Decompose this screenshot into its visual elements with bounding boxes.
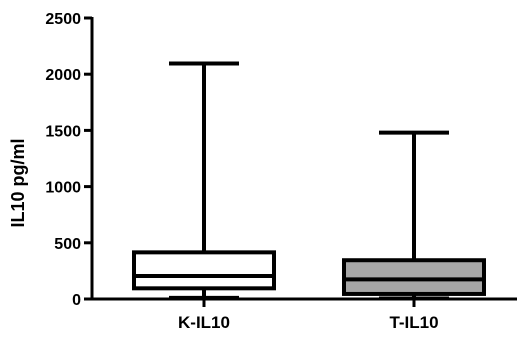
box-t-il10 xyxy=(342,130,486,301)
y-axis-title: IL10 pg/ml xyxy=(8,138,28,227)
iqr-box xyxy=(132,250,276,291)
y-tick-label: 500 xyxy=(54,236,81,253)
y-tick-label: 2500 xyxy=(45,11,81,28)
x-tick-label: K-IL10 xyxy=(178,313,230,332)
boxes xyxy=(132,61,486,301)
y-tick-label: 1500 xyxy=(45,123,81,140)
y-tick-label: 1000 xyxy=(45,180,81,197)
y-tick-label: 2000 xyxy=(45,67,81,84)
x-tick-label: T-IL10 xyxy=(389,313,438,332)
y-tick-label: 0 xyxy=(72,292,81,309)
box-k-il10 xyxy=(132,61,276,300)
y-axis: 0 500 1000 1500 2000 2500 xyxy=(45,11,94,309)
iqr-box xyxy=(342,258,486,296)
x-axis: K-IL10 T-IL10 xyxy=(91,297,517,332)
